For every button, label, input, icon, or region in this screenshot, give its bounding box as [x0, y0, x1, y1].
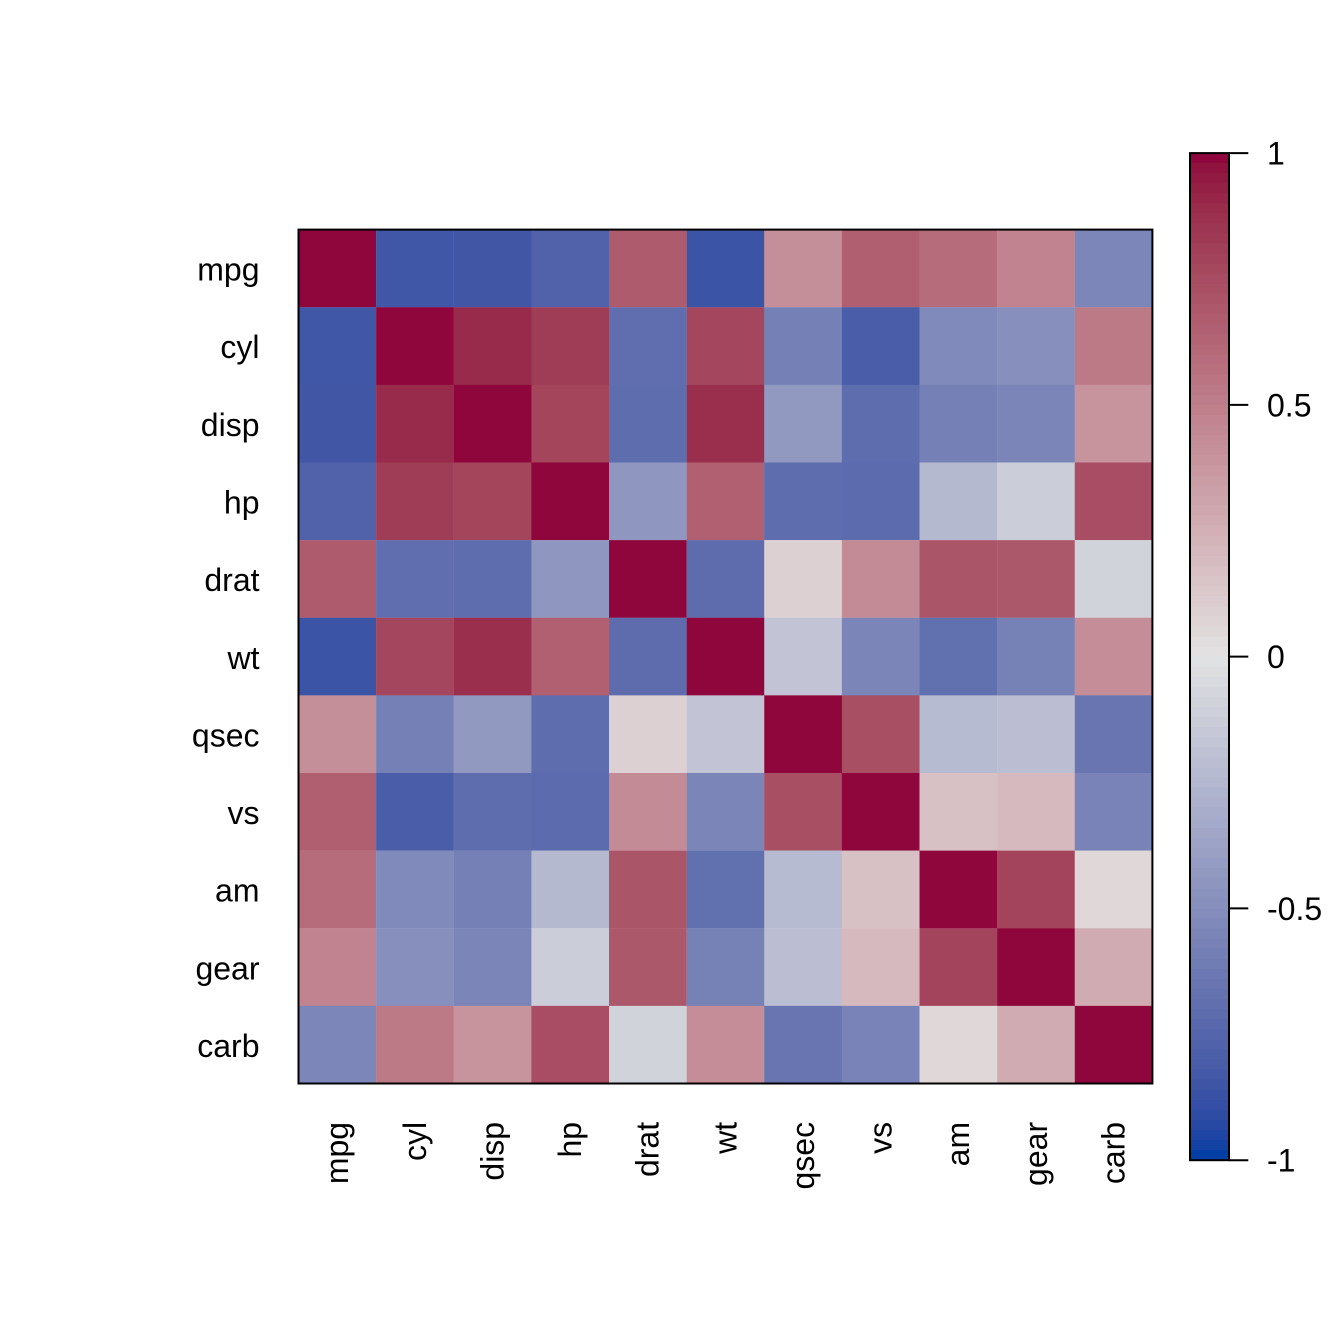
svg-text:disp: disp [201, 407, 260, 443]
svg-text:am: am [215, 873, 259, 909]
svg-text:qsec: qsec [785, 1122, 821, 1190]
svg-text:drat: drat [630, 1122, 666, 1177]
svg-text:disp: disp [474, 1122, 510, 1181]
svg-text:1: 1 [1267, 136, 1285, 172]
svg-text:qsec: qsec [192, 717, 260, 753]
svg-text:cyl: cyl [220, 329, 259, 365]
svg-text:vs: vs [863, 1122, 899, 1154]
svg-text:0: 0 [1267, 639, 1285, 675]
svg-text:hp: hp [552, 1122, 588, 1158]
svg-text:mpg: mpg [197, 252, 259, 288]
svg-text:0.5: 0.5 [1267, 387, 1311, 423]
svg-text:vs: vs [228, 795, 260, 831]
svg-text:gear: gear [195, 950, 259, 986]
svg-text:carb: carb [197, 1028, 259, 1064]
svg-text:drat: drat [204, 562, 259, 598]
svg-text:hp: hp [224, 485, 260, 521]
svg-text:carb: carb [1095, 1122, 1131, 1184]
svg-text:-0.5: -0.5 [1267, 891, 1322, 927]
svg-text:am: am [940, 1122, 976, 1166]
svg-text:mpg: mpg [319, 1122, 355, 1184]
svg-text:wt: wt [227, 640, 260, 676]
svg-text:cyl: cyl [397, 1122, 433, 1161]
svg-text:gear: gear [1018, 1122, 1054, 1186]
svg-text:-1: -1 [1267, 1143, 1295, 1179]
svg-text:wt: wt [707, 1122, 743, 1155]
